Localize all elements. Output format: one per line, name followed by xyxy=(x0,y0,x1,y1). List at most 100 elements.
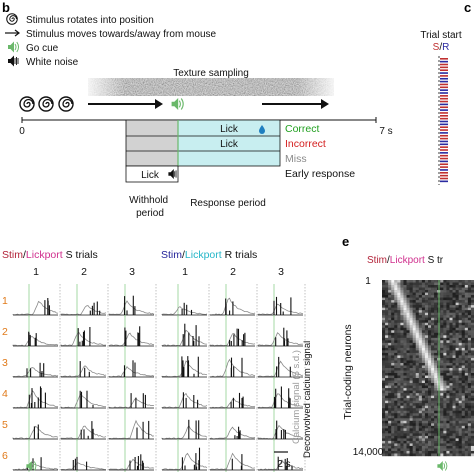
heatmap-cell xyxy=(388,418,392,421)
heatmap-cell xyxy=(406,450,410,454)
white-noise-speaker-icon xyxy=(168,169,177,179)
heatmap-cell xyxy=(388,350,392,354)
heatmap-cell xyxy=(397,317,401,321)
heatmap-cell xyxy=(409,302,413,306)
heatmap-cell xyxy=(431,428,435,432)
heatmap-cell xyxy=(391,352,395,356)
heatmap-cell xyxy=(382,312,386,316)
heatmap-cell xyxy=(446,317,450,321)
heatmap-cell xyxy=(449,347,453,351)
neuron-heatmap xyxy=(382,280,474,457)
heatmap-cell xyxy=(382,287,386,291)
heatmap-cell xyxy=(397,398,401,401)
heatmap-cell xyxy=(397,410,401,414)
heatmap-cell xyxy=(424,435,429,439)
heatmap-cell xyxy=(464,410,469,414)
heatmap-cell xyxy=(467,403,472,406)
heatmap-cell xyxy=(452,280,456,283)
heatmap-cell xyxy=(421,337,426,341)
e-title-stim: Stim xyxy=(367,255,387,266)
heatmap-cell xyxy=(440,362,444,366)
panel-label-b: b xyxy=(2,0,10,15)
heatmap-cell xyxy=(382,282,386,286)
heatmap-cell xyxy=(391,290,395,293)
r-title-lickport: Lickport xyxy=(185,249,222,261)
heatmap-cell xyxy=(446,325,450,328)
heatmap-cell xyxy=(458,322,462,326)
heatmap-cell xyxy=(412,280,416,283)
heatmap-cell xyxy=(440,317,444,321)
heatmap-cell xyxy=(409,410,413,414)
heatmap-cell xyxy=(394,373,398,376)
heatmap-cell xyxy=(382,385,386,389)
heatmap-cell xyxy=(446,400,450,404)
spiral-icon xyxy=(19,96,35,112)
white-noise-speaker-icon xyxy=(8,55,19,67)
heatmap-cell xyxy=(467,347,472,351)
heatmap-cell xyxy=(424,337,429,341)
heatmap-cell xyxy=(440,393,444,396)
heatmap-cell xyxy=(470,438,474,442)
calcium-trace xyxy=(60,393,107,409)
heatmap-cell xyxy=(382,380,386,384)
heatmap-cell xyxy=(421,390,426,394)
heatmap-cell xyxy=(385,398,389,401)
heatmap-cell xyxy=(418,370,423,374)
heatmap-cell xyxy=(431,312,435,316)
heatmap-cell xyxy=(403,315,407,318)
heatmap-cell xyxy=(388,290,392,293)
heatmap-cell xyxy=(406,307,410,311)
heatmap-cell xyxy=(391,378,395,381)
trial-outcome-diagram: Lick Lick Lick Correct Incorrect Miss Ea… xyxy=(125,119,355,183)
heatmap-cell xyxy=(458,410,462,414)
heatmap-cell xyxy=(449,398,453,401)
heatmap-cell xyxy=(412,340,416,344)
heatmap-cell xyxy=(400,425,404,429)
heatmap-cell xyxy=(461,383,465,386)
heatmap-cell xyxy=(467,315,472,318)
heatmap-cell xyxy=(415,280,419,283)
heatmap-cell xyxy=(452,362,456,366)
heatmap-cell xyxy=(406,423,410,427)
heatmap-cell xyxy=(428,297,432,301)
heatmap-cell xyxy=(406,332,410,336)
heatmap-cell xyxy=(397,280,401,283)
trial-start-label: Trial start xyxy=(420,30,462,41)
heatmap-cell xyxy=(421,357,426,361)
heatmap-cell xyxy=(464,292,469,296)
heatmap-cell xyxy=(449,285,453,288)
heatmap-cell xyxy=(403,448,407,452)
heatmap-cell xyxy=(424,428,429,432)
heatmap-cell xyxy=(440,408,444,411)
heatmap-cell xyxy=(415,350,419,354)
heatmap-cell xyxy=(446,340,450,344)
heatmap-cell xyxy=(431,347,435,351)
heatmap-cell xyxy=(382,297,386,301)
heatmap-cell xyxy=(434,438,438,442)
heatmap-cell xyxy=(415,307,419,311)
heatmap-cell xyxy=(382,302,386,306)
heatmap-cell xyxy=(403,362,407,366)
heatmap-cell xyxy=(461,403,465,406)
heatmap-cell xyxy=(391,285,395,288)
heatmap-cell xyxy=(388,433,392,437)
heatmap-cell xyxy=(431,383,435,386)
heatmap-cell xyxy=(424,290,429,293)
heatmap-cell xyxy=(388,393,392,396)
heatmap-cell xyxy=(403,450,407,454)
heatmap-cell xyxy=(400,400,404,404)
heatmap-cell xyxy=(461,287,465,291)
heatmap-cell xyxy=(449,357,453,361)
heatmap-cell xyxy=(415,420,419,424)
heatmap-cell xyxy=(382,320,386,323)
heatmap-cell xyxy=(406,390,410,394)
heatmap-y-bottom: 14,000 xyxy=(353,447,384,458)
heatmap-cell xyxy=(415,347,419,351)
heatmap-cell xyxy=(458,287,462,291)
heatmap-cell xyxy=(464,395,469,399)
heatmap-cell xyxy=(403,322,407,326)
heatmap-cell xyxy=(406,342,410,346)
heatmap-cell xyxy=(449,430,453,434)
heatmap-cell xyxy=(440,335,444,339)
heatmap-cell xyxy=(461,337,465,341)
